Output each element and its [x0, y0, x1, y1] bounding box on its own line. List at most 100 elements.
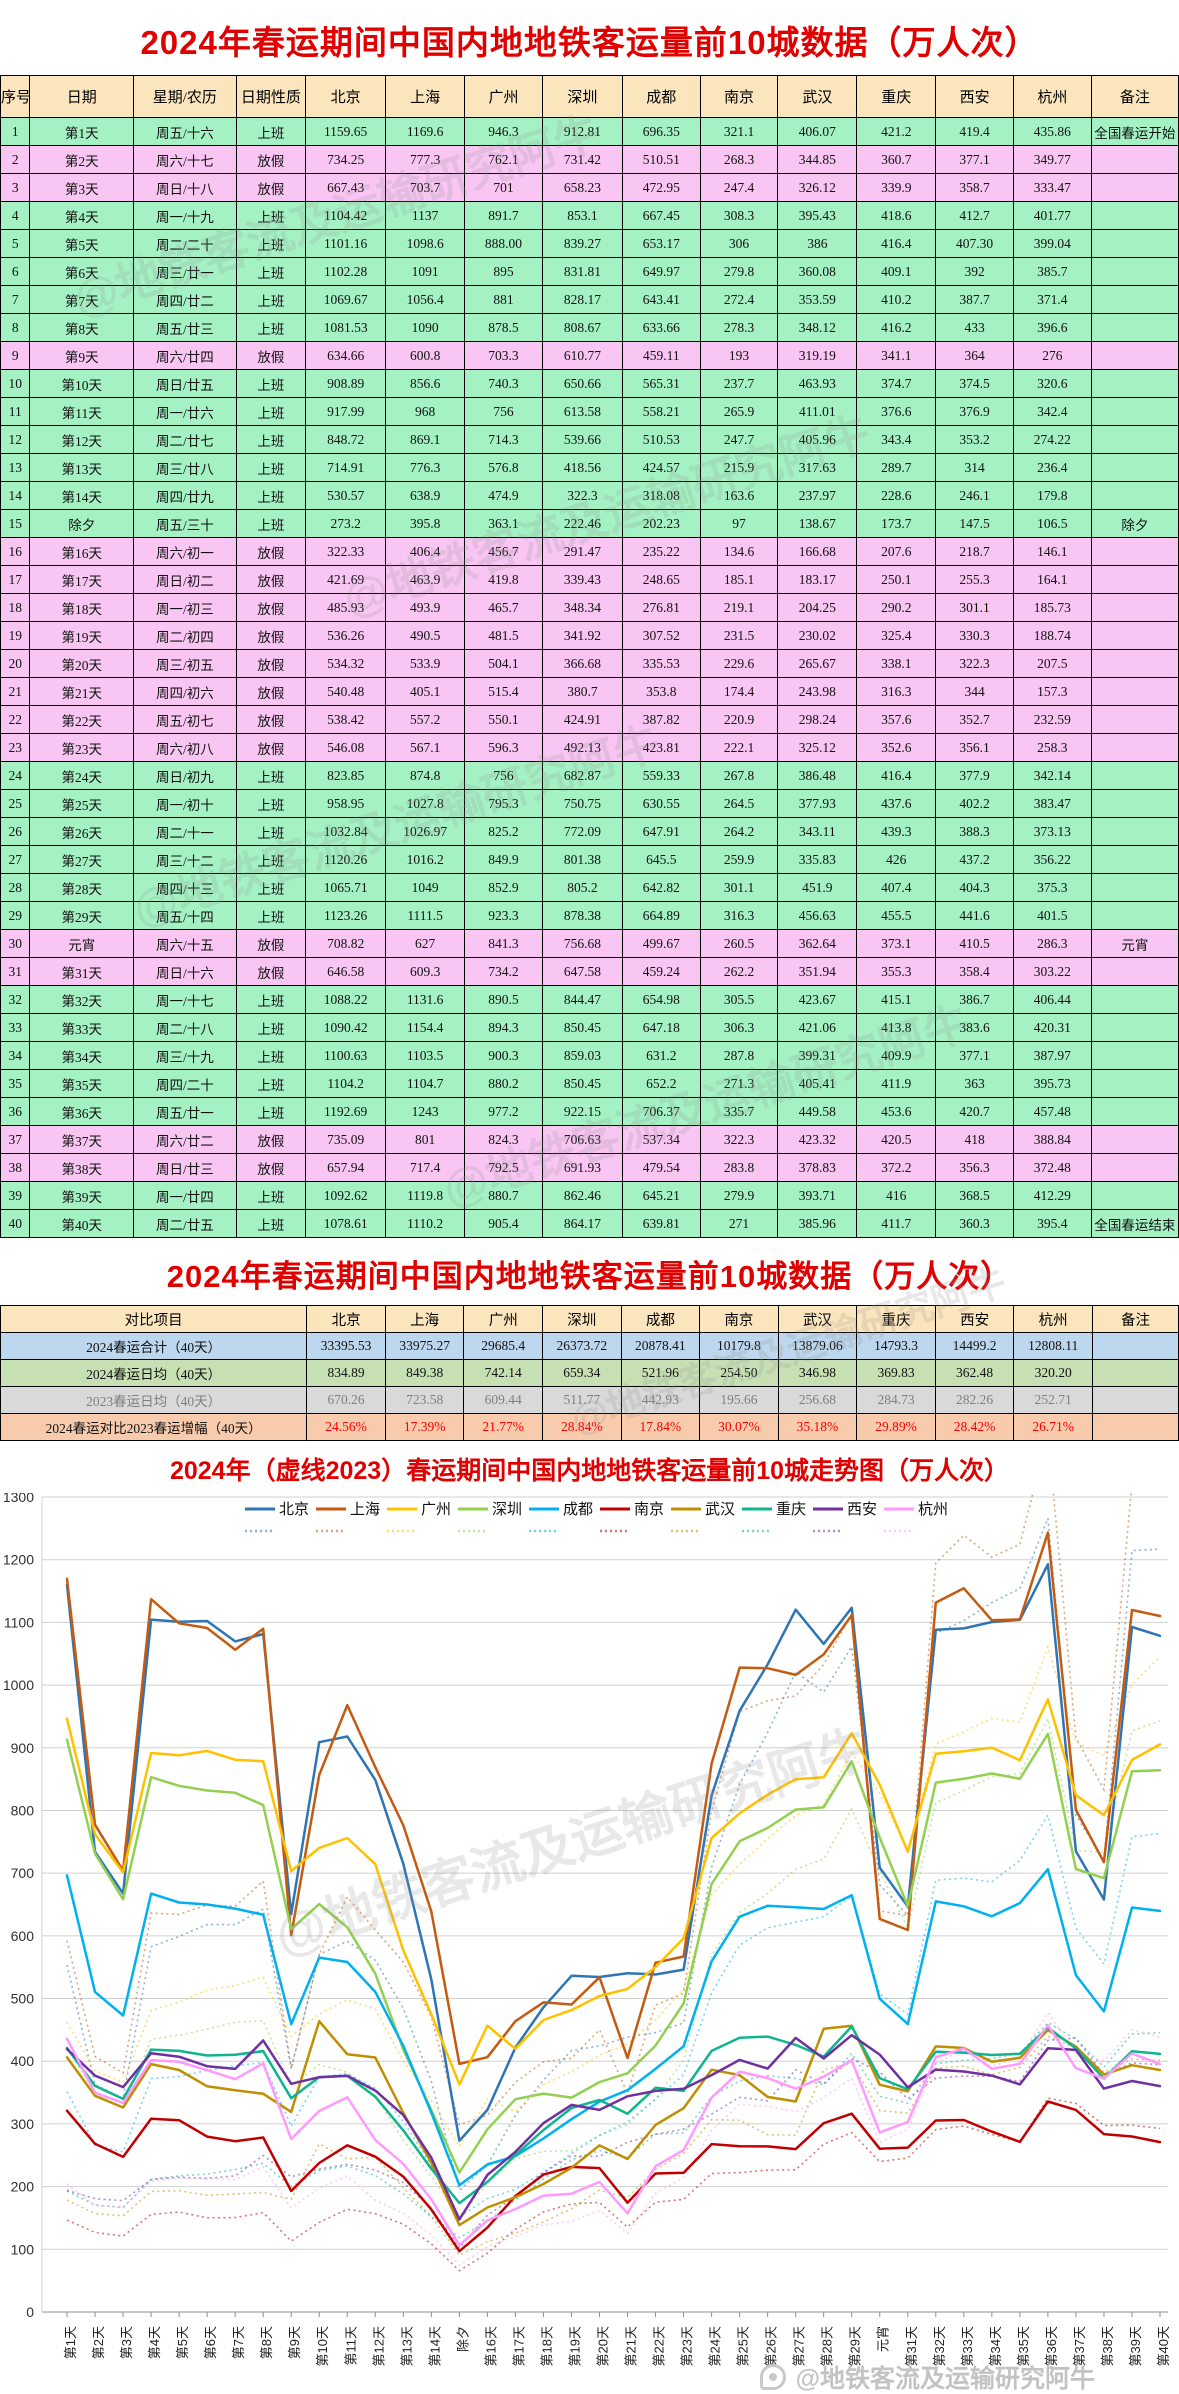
cell: 252.71: [1013, 1386, 1093, 1414]
x-tick-label: 第11天: [343, 2326, 358, 2366]
cell: [1091, 1413, 1179, 1441]
cell: 366.68: [541, 649, 623, 678]
cell: 412.29: [1012, 1181, 1092, 1210]
cell: 1243: [385, 1097, 466, 1126]
cell: 第20天: [29, 649, 135, 678]
x-tick-label: 第22天: [652, 2326, 667, 2366]
cell: 609.3: [385, 957, 466, 986]
cell: 383.6: [935, 1013, 1014, 1042]
table-row: 39 第39天 周一/廿四 上班 1092.62 1119.8 880.7 862.46 645…: [0, 1181, 1179, 1210]
x-tick-label: 第13天: [399, 2326, 414, 2366]
cell: 周一/初十: [133, 789, 237, 818]
table-row: 11 第11天 周一/廿六 上班 917.99 968 756 613.58 558.21 265…: [0, 397, 1179, 426]
cell: 377.93: [777, 789, 858, 818]
cell: 21.77%: [463, 1413, 543, 1441]
x-tick-label: 第5天: [175, 2326, 190, 2359]
cell: [1090, 1013, 1179, 1042]
cell: 229.6: [699, 649, 779, 678]
cell: 492.13: [541, 733, 623, 762]
cell: 40: [0, 1209, 31, 1238]
cell: 1016.2: [385, 845, 466, 874]
cell: 977.2: [464, 1097, 543, 1126]
cell: 456.7: [464, 537, 543, 566]
cell: [1090, 565, 1179, 594]
cell: 周五/廿一: [133, 1097, 237, 1126]
cell: 396.6: [1012, 313, 1092, 342]
cell: 762.1: [464, 145, 543, 174]
cell: 周二/十一: [133, 817, 237, 846]
cell: 339.9: [856, 173, 937, 202]
x-tick-label: 第24天: [708, 2326, 723, 2366]
cell: 320.20: [1013, 1359, 1093, 1387]
cell: 周一/廿六: [133, 397, 237, 426]
cell: 658.23: [541, 173, 623, 202]
cell: 534.32: [305, 649, 387, 678]
table-row: 25 第25天 周一/初十 上班 958.95 1027.8 795.3 750.75 630.…: [0, 789, 1179, 818]
cell: 634.66: [305, 341, 387, 370]
cell: 上班: [235, 425, 307, 454]
cell: 上班: [235, 1013, 307, 1042]
cell: [1090, 901, 1179, 930]
cell: 放假: [235, 145, 307, 174]
cell: 647.58: [541, 957, 623, 986]
cell: [1090, 649, 1179, 678]
column-header: 备注: [1090, 75, 1179, 118]
x-tick-label: 第7天: [231, 2326, 246, 2359]
cell: 周二/十八: [133, 1013, 237, 1042]
cell: 放假: [235, 1153, 307, 1182]
cell: 1154.4: [385, 1013, 466, 1042]
cell: 195.66: [699, 1386, 779, 1414]
cell: 上班: [235, 789, 307, 818]
cell: 326.12: [777, 173, 858, 202]
cell: 859.03: [541, 1041, 623, 1070]
cell: 908.89: [305, 369, 387, 398]
chart-section: 2024年（虚线2023）春运期间中国内地地铁客运量前10城走势图（万人次） 0…: [0, 1441, 1179, 2394]
cell: 1100.63: [305, 1041, 387, 1070]
table-row: 28 第28天 周四/十三 上班 1065.71 1049 852.9 805.2 642.82…: [0, 873, 1179, 902]
cell: 第9天: [29, 341, 135, 370]
table-row: 18 第18天 周一/初三 放假 485.93 493.9 465.7 348.34 276.8…: [0, 593, 1179, 622]
cell: 236.4: [1012, 453, 1092, 482]
cell: 888.00: [464, 229, 543, 258]
cell: 231.5: [699, 621, 779, 650]
x-tick-label: 第4天: [147, 2326, 162, 2359]
cell: 550.1: [464, 705, 543, 734]
cell: 24: [0, 761, 31, 790]
cell: 405.41: [777, 1069, 858, 1098]
cell: 360.3: [935, 1209, 1014, 1238]
cell: 459.24: [621, 957, 701, 986]
cell: 第40天: [29, 1209, 135, 1238]
cell: 273.2: [305, 509, 387, 538]
cell: 第10天: [29, 369, 135, 398]
cell: [1090, 1097, 1179, 1126]
cell: 388.84: [1012, 1125, 1092, 1154]
cell: 455.5: [856, 901, 937, 930]
cell: 399.31: [777, 1041, 858, 1070]
cell: 880.2: [464, 1069, 543, 1098]
cell: [1091, 1359, 1179, 1387]
cell: 265.67: [777, 649, 858, 678]
table-row: 26 第26天 周二/十一 上班 1032.84 1026.97 825.2 772.09 64…: [0, 817, 1179, 846]
cell: 185.1: [699, 565, 779, 594]
legend-label: 上海: [350, 1501, 380, 1518]
cell: 609.44: [463, 1386, 543, 1414]
cell: 31: [0, 957, 31, 986]
cell: 405.96: [777, 425, 858, 454]
cell: 335.7: [699, 1097, 779, 1126]
cell: 周四/二十: [133, 1069, 237, 1098]
cell: 356.22: [1012, 845, 1092, 874]
column-header: 西安: [935, 75, 1014, 118]
line-2023-成都: [66, 1813, 1161, 2218]
cell: 276: [1012, 341, 1092, 370]
cell: 250.1: [856, 565, 937, 594]
cell: 852.9: [464, 873, 543, 902]
cell: 696.35: [621, 117, 701, 146]
cell: 405.1: [385, 677, 466, 706]
cell: 649.97: [621, 257, 701, 286]
cell: 412.7: [935, 201, 1014, 230]
cell: 185.73: [1012, 593, 1092, 622]
cell: 946.3: [464, 117, 543, 146]
cell: 567.1: [385, 733, 466, 762]
table-row: 3 第3天 周日/十八 放假 667.43 703.7 701 658.23 472.95 247…: [0, 173, 1179, 202]
cell: 3: [0, 173, 31, 202]
